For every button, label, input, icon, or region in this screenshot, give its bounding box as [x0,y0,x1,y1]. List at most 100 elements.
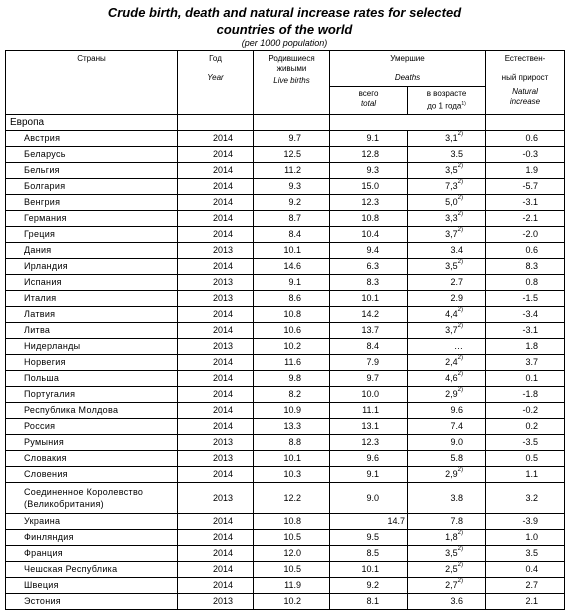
natural-increase-cell: 3.5 [485,545,565,562]
year-cell: 2014 [177,226,254,243]
table-row: Украина 2014 10.8 14.7 7.8 -3.9 [5,513,565,530]
year-cell: 2013 [177,450,254,467]
natural-increase-cell: 3.2 [485,482,565,514]
country-cell: Франция [5,545,178,562]
deaths-total-cell: 8.1 [329,593,408,610]
table-row: Словакия 2013 10.1 9.6 5.8 0.5 [5,450,565,467]
births-cell: 9.2 [253,194,330,211]
year-cell: 2013 [177,482,254,514]
deaths-total-cell: 9.1 [329,130,408,147]
table-row: Беларусь 2014 12.5 12.8 3.5 -0.3 [5,146,565,163]
table-row: Соединенное Королевство (Великобритания) 2… [5,482,565,514]
births-cell: 10.9 [253,402,330,419]
births-cell: 10.6 [253,322,330,339]
births-cell: 9.1 [253,274,330,291]
table-row: Польша 2014 9.8 9.7 4,62) 0.1 [5,370,565,387]
deaths-infant-cell: 2.9 [407,290,486,307]
deaths-infant-cell: 7.8 [407,513,486,530]
births-cell: 13.3 [253,418,330,435]
births-cell: 8.8 [253,434,330,451]
table-row: Португалия 2014 8.2 10.0 2,92) -1.8 [5,386,565,403]
natural-increase-cell: 0.8 [485,274,565,291]
deaths-total-cell: 13.1 [329,418,408,435]
births-cell: 10.2 [253,338,330,355]
year-cell: 2013 [177,434,254,451]
deaths-infant-cell: 4,62) [407,370,486,387]
year-cell: 2014 [177,194,254,211]
header-deaths-total: всего total [329,86,408,115]
country-cell: Португалия [5,386,178,403]
country-cell: Норвегия [5,354,178,371]
births-cell: 10.5 [253,561,330,578]
year-cell: 2014 [177,386,254,403]
births-cell: 11.2 [253,162,330,179]
births-cell: 10.5 [253,529,330,546]
deaths-infant-cell: 3,72) [407,226,486,243]
year-cell: 2014 [177,577,254,594]
deaths-total-cell: 10.0 [329,386,408,403]
header-natural-increase: Естествен- ный прирост [485,50,565,87]
deaths-infant-cell: 5.8 [407,450,486,467]
natural-increase-cell: 2.7 [485,577,565,594]
deaths-infant-cell: 5,02) [407,194,486,211]
deaths-infant-cell: 7,32) [407,178,486,195]
table-row: Австрия 2014 9.7 9.1 3,12) 0.6 [5,130,565,147]
table-row: Латвия 2014 10.8 14.2 4,42) -3.4 [5,306,565,323]
country-cell: Литва [5,322,178,339]
country-cell: Финляндия [5,529,178,546]
natural-increase-cell: -0.2 [485,402,565,419]
year-cell: 2013 [177,242,254,259]
table-row: Италия 2013 8.6 10.1 2.9 -1.5 [5,290,565,307]
deaths-total-cell: 11.1 [329,402,408,419]
country-cell: Латвия [5,306,178,323]
table-row: Чешская Республика 2014 10.5 10.1 2,52) 0.4 [5,561,565,578]
table-row: Румыния 2013 8.8 12.3 9.0 -3.5 [5,434,565,451]
deaths-total-cell: 8.5 [329,545,408,562]
deaths-total-cell: 9.3 [329,162,408,179]
year-cell: 2013 [177,593,254,610]
country-cell: Словакия [5,450,178,467]
births-cell: 10.3 [253,466,330,483]
natural-increase-cell: -3.1 [485,322,565,339]
table-row: Россия 2014 13.3 13.1 7.4 0.2 [5,418,565,435]
country-cell: Ирландия [5,258,178,275]
deaths-total-cell: 10.1 [329,290,408,307]
deaths-infant-cell: 3,52) [407,162,486,179]
births-cell: 14.6 [253,258,330,275]
country-cell: Австрия [5,130,178,147]
country-cell: Словения [5,466,178,483]
table-row: Нидерланды 2013 10.2 8.4… 1.8 [5,338,565,355]
deaths-infant-cell: … [407,338,486,355]
deaths-total-cell: 9.7 [329,370,408,387]
deaths-infant-cell: 2,92) [407,466,486,483]
country-cell: Испания [5,274,178,291]
deaths-infant-cell: 2,72) [407,577,486,594]
deaths-infant-cell: 3.8 [407,482,486,514]
births-cell: 9.8 [253,370,330,387]
deaths-total-cell: 6.3 [329,258,408,275]
natural-increase-cell: 1.9 [485,162,565,179]
table-row: Ирландия 2014 14.6 6.3 3,52) 8.3 [5,258,565,275]
deaths-infant-cell: 3,52) [407,545,486,562]
table-row: Болгария 2014 9.3 15.0 7,32) -5.7 [5,178,565,195]
country-cell: Дания [5,242,178,259]
year-cell: 2014 [177,561,254,578]
natural-increase-cell: 1.0 [485,529,565,546]
deaths-total-cell: 9.6 [329,450,408,467]
deaths-total-cell: 9.1 [329,466,408,483]
natural-increase-cell: -2.1 [485,210,565,227]
deaths-infant-cell: 2.7 [407,274,486,291]
deaths-infant-cell: 4,42) [407,306,486,323]
year-cell: 2014 [177,513,254,530]
deaths-total-cell: 9.0 [329,482,408,514]
natural-increase-cell: 0.4 [485,561,565,578]
table-row: Франция 2014 12.0 8.5 3,52) 3.5 [5,545,565,562]
natural-increase-cell: 0.6 [485,242,565,259]
deaths-infant-cell: 3.6 [407,593,486,610]
region-label: Европа [5,114,178,131]
deaths-infant-cell: 2,92) [407,386,486,403]
country-cell: Италия [5,290,178,307]
births-cell: 8.7 [253,210,330,227]
births-cell: 11.6 [253,354,330,371]
natural-increase-cell: 3.7 [485,354,565,371]
